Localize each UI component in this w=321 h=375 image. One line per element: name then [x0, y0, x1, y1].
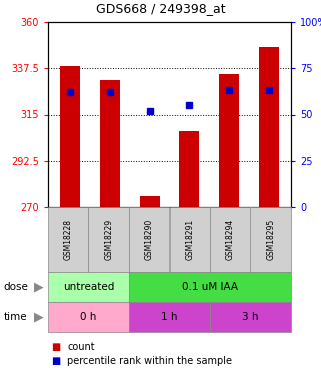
Text: ■: ■ [51, 356, 60, 366]
Text: GSM18294: GSM18294 [226, 219, 235, 260]
Text: percentile rank within the sample: percentile rank within the sample [67, 356, 232, 366]
Text: GSM18229: GSM18229 [104, 219, 113, 260]
Bar [100, 80, 120, 207]
Text: GSM18290: GSM18290 [145, 219, 154, 260]
Bar [179, 131, 199, 207]
Bar [60, 66, 80, 207]
Text: ■: ■ [51, 342, 60, 352]
Text: ▶: ▶ [34, 310, 43, 324]
Text: GSM18228: GSM18228 [64, 219, 73, 260]
Text: time: time [3, 312, 27, 322]
Text: dose: dose [3, 282, 28, 292]
Text: 0.1 uM IAA: 0.1 uM IAA [182, 282, 238, 292]
Text: ▶: ▶ [34, 280, 43, 294]
Bar [219, 74, 239, 207]
Bar [140, 196, 160, 207]
Text: 1 h: 1 h [161, 312, 178, 322]
Text: 0 h: 0 h [80, 312, 97, 322]
Text: GDS668 / 249398_at: GDS668 / 249398_at [96, 2, 225, 15]
Text: untreated: untreated [63, 282, 114, 292]
Text: GSM18295: GSM18295 [266, 219, 275, 260]
Bar [259, 46, 279, 207]
Text: GSM18291: GSM18291 [185, 219, 194, 260]
Text: 3 h: 3 h [242, 312, 259, 322]
Text: count: count [67, 342, 95, 352]
